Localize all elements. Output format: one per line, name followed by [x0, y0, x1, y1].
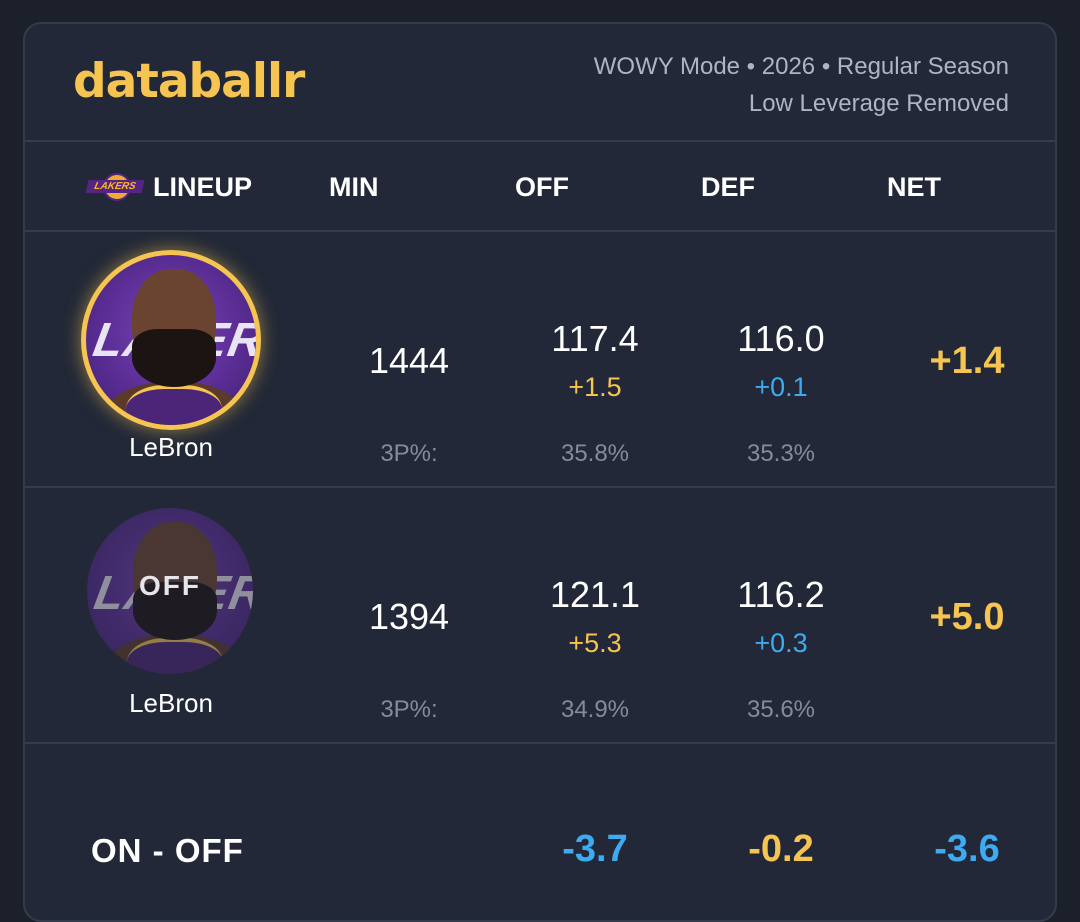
- wowy-card: databallr WOWY Mode • 2026 • Regular Sea…: [23, 22, 1057, 922]
- min-value: 1444: [368, 340, 450, 381]
- databallr-logo[interactable]: databallr: [73, 54, 305, 109]
- on-off-off-diff: -3.7: [562, 828, 628, 870]
- player-name: LeBron: [129, 688, 213, 718]
- three-pt-label: 3P%:: [380, 440, 438, 467]
- off-rating: 121.1: [549, 574, 641, 615]
- def-header[interactable]: DEF: [701, 172, 755, 202]
- def-rating: 116.0: [737, 318, 825, 359]
- column-headers: LAKERS LINEUP MIN OFF DEF NET: [25, 142, 1055, 232]
- filter-summary-line1[interactable]: WOWY Mode • 2026 • Regular Season: [593, 53, 1009, 80]
- player-avatar-on[interactable]: LAKERS: [81, 250, 261, 430]
- net-header[interactable]: NET: [887, 172, 941, 202]
- lineup-header-label: LINEUP: [153, 172, 253, 202]
- off-rating: 117.4: [551, 318, 639, 359]
- player-name: LeBron: [129, 432, 213, 462]
- net-rating: +5.0: [929, 596, 1005, 638]
- three-pt-label: 3P%:: [380, 696, 438, 723]
- off-header[interactable]: OFF: [515, 172, 569, 202]
- on-off-net-diff: -3.6: [934, 828, 1000, 870]
- min-value: 1394: [368, 596, 450, 637]
- table-row-off: LAKERS OFF LeBron 1394 121.1 +5.3 116.2 …: [25, 488, 1055, 744]
- card-header: databallr WOWY Mode • 2026 • Regular Sea…: [25, 24, 1055, 142]
- off-three-pt: 35.8%: [560, 440, 630, 467]
- def-rating: 116.2: [737, 574, 825, 615]
- def-delta: +0.3: [754, 628, 808, 658]
- on-off-def-diff: -0.2: [748, 828, 814, 870]
- player-avatar-off[interactable]: LAKERS: [87, 508, 253, 674]
- net-rating: +1.4: [929, 340, 1005, 382]
- table-row-on: LAKERS LeBron 1444 117.4 +1.5 116.0 +0.1…: [25, 232, 1055, 488]
- on-off-label: ON - OFF: [91, 832, 244, 869]
- on-off-summary: ON - OFF -3.7 -0.2 -3.6: [25, 744, 1055, 920]
- min-header[interactable]: MIN: [329, 172, 379, 202]
- off-delta: +5.3: [568, 628, 622, 658]
- filter-summary-line2: Low Leverage Removed: [748, 90, 1009, 117]
- def-three-pt: 35.6%: [746, 696, 816, 723]
- off-badge: OFF: [139, 570, 201, 601]
- off-delta: +1.5: [568, 372, 622, 402]
- off-three-pt: 34.9%: [560, 696, 630, 723]
- filter-summary: WOWY Mode • 2026 • Regular Season Low Le…: [594, 48, 1009, 122]
- def-delta: +0.1: [754, 372, 808, 402]
- def-three-pt: 35.3%: [746, 440, 816, 467]
- lineup-header: LAKERS LINEUP: [85, 142, 267, 232]
- lakers-logo-icon: LAKERS: [85, 172, 145, 202]
